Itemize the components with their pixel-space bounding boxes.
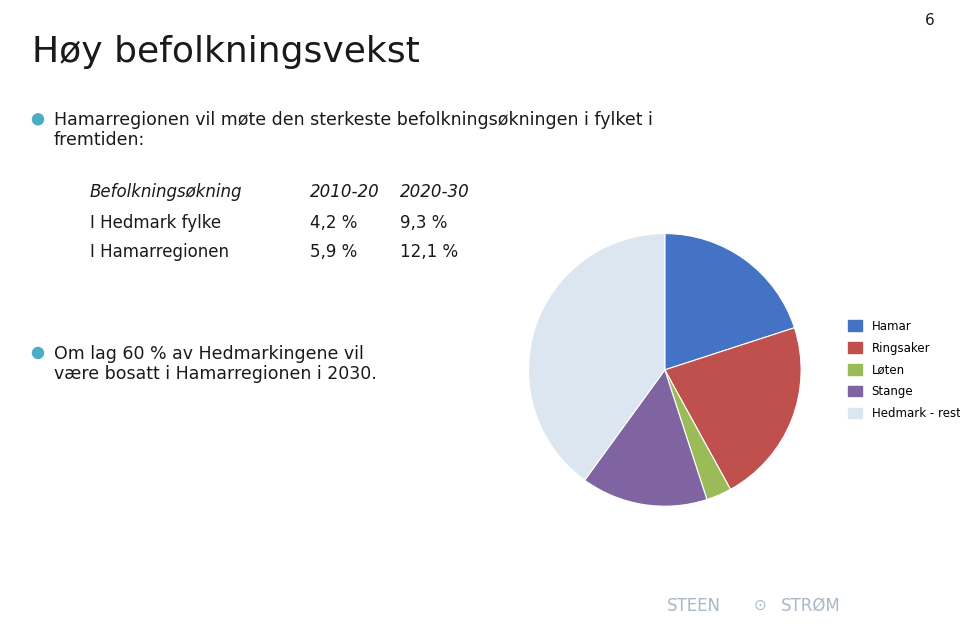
Wedge shape	[585, 370, 707, 506]
Text: Høy befolkningsvekst: Høy befolkningsvekst	[32, 35, 420, 69]
Legend: Hamar, Ringsaker, Løten, Stange, Hedmark - rest: Hamar, Ringsaker, Løten, Stange, Hedmark…	[848, 319, 960, 420]
Text: 4,2 %: 4,2 %	[310, 213, 357, 232]
Wedge shape	[664, 234, 795, 370]
Circle shape	[33, 114, 43, 125]
Text: 2020-30: 2020-30	[400, 182, 469, 201]
Text: STEEN: STEEN	[667, 597, 721, 615]
Text: 12,1 %: 12,1 %	[400, 243, 458, 260]
Text: Kilde: SSB: Kilde: SSB	[27, 598, 105, 613]
Wedge shape	[665, 370, 731, 500]
Text: ⊙: ⊙	[754, 598, 766, 613]
Text: Om lag 60 % av Hedmarkingene vil: Om lag 60 % av Hedmarkingene vil	[54, 345, 364, 363]
Text: 5,9 %: 5,9 %	[310, 243, 357, 260]
Text: være bosatt i Hamarregionen i 2030.: være bosatt i Hamarregionen i 2030.	[54, 365, 376, 383]
Text: Hamarregionen vil møte den sterkeste befolkningsøkningen i fylket i: Hamarregionen vil møte den sterkeste bef…	[54, 111, 653, 130]
Text: 9,3 %: 9,3 %	[400, 213, 447, 232]
Text: 2010-20: 2010-20	[310, 182, 380, 201]
Text: fremtiden:: fremtiden:	[54, 131, 145, 149]
Wedge shape	[665, 328, 801, 490]
Text: STRØM: STRØM	[780, 597, 840, 615]
Text: I Hamarregionen: I Hamarregionen	[90, 243, 229, 260]
Text: Befolkningsøkning: Befolkningsøkning	[90, 182, 243, 201]
Circle shape	[33, 347, 43, 359]
Text: 6: 6	[925, 13, 935, 28]
Text: I Hedmark fylke: I Hedmark fylke	[90, 213, 221, 232]
Wedge shape	[529, 234, 665, 480]
